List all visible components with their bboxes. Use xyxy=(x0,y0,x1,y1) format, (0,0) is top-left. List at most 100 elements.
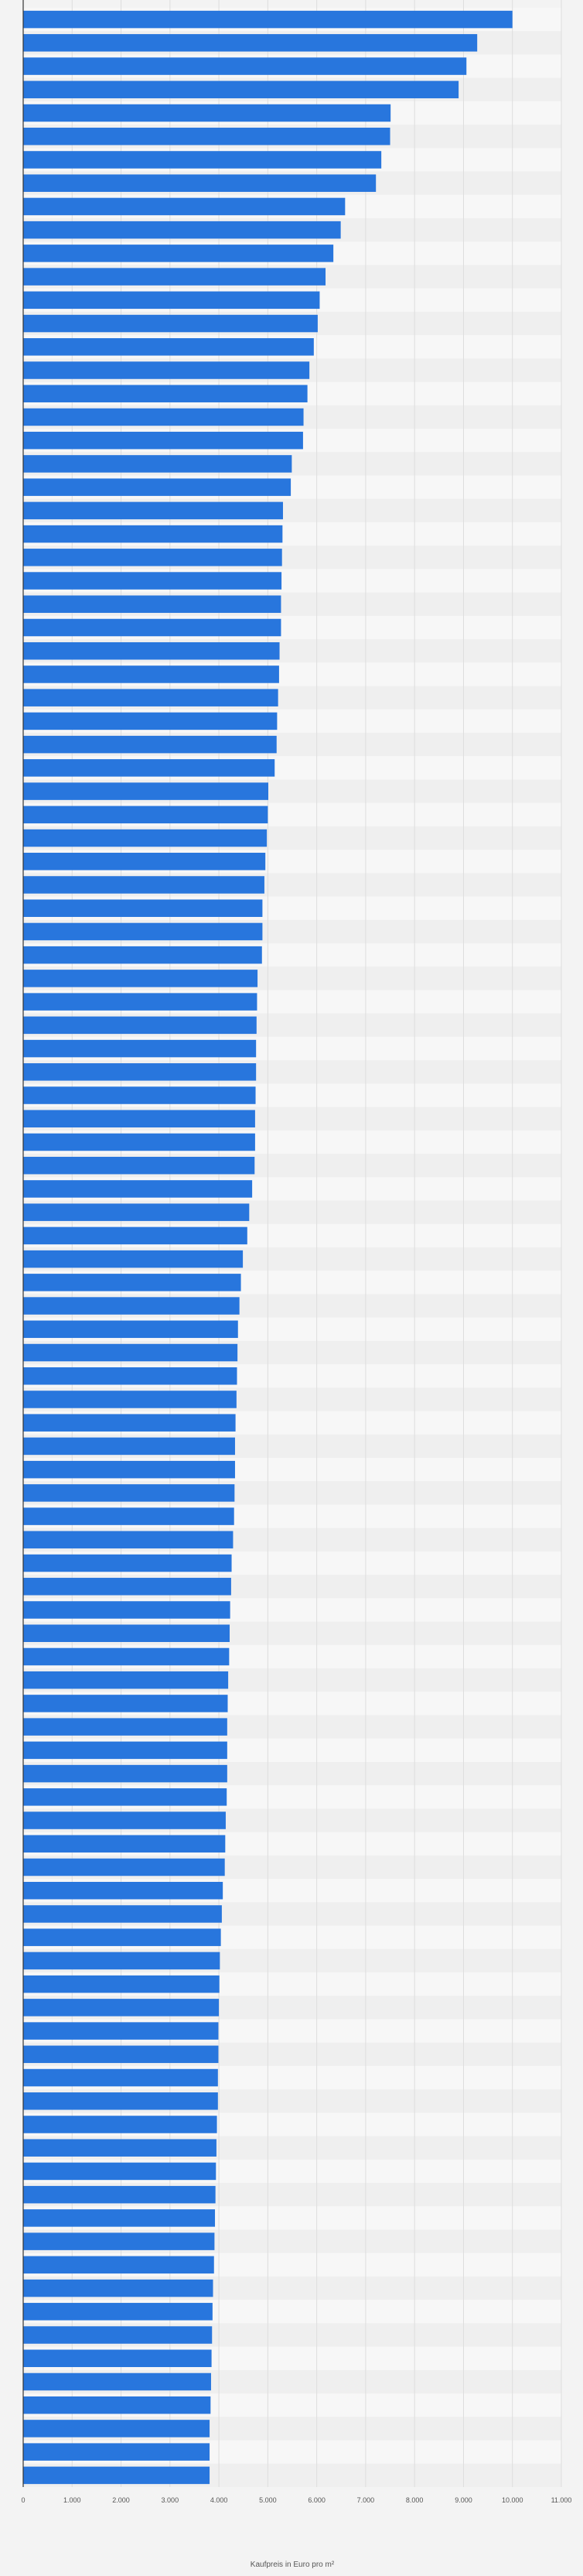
bar[interactable] xyxy=(23,2303,213,2321)
bar[interactable] xyxy=(23,1274,241,1291)
bar[interactable] xyxy=(23,2045,219,2064)
bar[interactable] xyxy=(23,1881,223,1900)
bar[interactable] xyxy=(23,1156,255,1175)
bar[interactable] xyxy=(23,57,467,75)
bar[interactable] xyxy=(23,1554,232,1572)
bar[interactable] xyxy=(23,1905,222,1923)
bar[interactable] xyxy=(23,1695,228,1712)
bar[interactable] xyxy=(23,735,277,754)
bar[interactable] xyxy=(23,1671,229,1689)
bar[interactable] xyxy=(23,151,382,169)
bar[interactable] xyxy=(23,1647,230,1666)
bar[interactable] xyxy=(23,2162,216,2181)
bar[interactable] xyxy=(23,1063,257,1081)
bar[interactable] xyxy=(23,1297,240,1315)
bar[interactable] xyxy=(23,1718,227,1736)
bar[interactable] xyxy=(23,2443,210,2461)
bar[interactable] xyxy=(23,2326,213,2344)
bar[interactable] xyxy=(23,1039,257,1058)
bar[interactable] xyxy=(23,2349,212,2368)
bar[interactable] xyxy=(23,618,281,637)
bar[interactable] xyxy=(23,689,278,706)
bar[interactable] xyxy=(23,1437,235,1456)
bar[interactable] xyxy=(23,970,258,987)
bar[interactable] xyxy=(23,104,391,122)
bar[interactable] xyxy=(23,525,283,543)
bar[interactable] xyxy=(23,1203,250,1221)
bar[interactable] xyxy=(23,2092,218,2110)
bar[interactable] xyxy=(23,10,513,29)
bar[interactable] xyxy=(23,1741,227,1760)
bar[interactable] xyxy=(23,501,283,520)
bar[interactable] xyxy=(23,2209,216,2227)
bar[interactable] xyxy=(23,922,263,941)
bar[interactable] xyxy=(23,245,334,262)
bar[interactable] xyxy=(23,2420,210,2437)
bar[interactable] xyxy=(23,1343,238,1362)
bar[interactable] xyxy=(23,946,262,964)
bar[interactable] xyxy=(23,1484,235,1502)
bar[interactable] xyxy=(23,1086,256,1104)
bar[interactable] xyxy=(23,34,478,52)
bar[interactable] xyxy=(23,1952,220,1970)
bar[interactable] xyxy=(23,1858,225,1876)
bar[interactable] xyxy=(23,291,320,310)
bar[interactable] xyxy=(23,1180,253,1198)
bar[interactable] xyxy=(23,1928,221,1946)
bar[interactable] xyxy=(23,221,341,239)
bar[interactable] xyxy=(23,127,390,145)
bar[interactable] xyxy=(23,1531,234,1549)
bar[interactable] xyxy=(23,455,292,473)
bar[interactable] xyxy=(23,2256,214,2274)
bar[interactable] xyxy=(23,1016,257,1035)
bar[interactable] xyxy=(23,712,278,730)
bar[interactable] xyxy=(23,1367,237,1385)
bar[interactable] xyxy=(23,1133,255,1151)
bar[interactable] xyxy=(23,2116,217,2133)
bar[interactable] xyxy=(23,361,310,379)
bar[interactable] xyxy=(23,2139,216,2157)
bar[interactable] xyxy=(23,641,280,660)
bar[interactable] xyxy=(23,782,268,800)
bar[interactable] xyxy=(23,876,264,894)
bar[interactable] xyxy=(23,268,326,286)
bar[interactable] xyxy=(23,338,314,356)
bar[interactable] xyxy=(23,385,308,402)
bar[interactable] xyxy=(23,806,268,824)
bar[interactable] xyxy=(23,1320,238,1339)
bar[interactable] xyxy=(23,2068,218,2087)
bar[interactable] xyxy=(23,1460,235,1479)
bar[interactable] xyxy=(23,1835,226,1853)
bar[interactable] xyxy=(23,572,282,590)
bar[interactable] xyxy=(23,1507,234,1525)
bar[interactable] xyxy=(23,829,268,847)
bar[interactable] xyxy=(23,174,377,192)
bar[interactable] xyxy=(23,2396,211,2414)
bar[interactable] xyxy=(23,2022,219,2040)
bar[interactable] xyxy=(23,408,304,426)
bar[interactable] xyxy=(23,80,459,99)
bar[interactable] xyxy=(23,478,292,496)
bar[interactable] xyxy=(23,549,282,566)
bar[interactable] xyxy=(23,899,263,917)
bar[interactable] xyxy=(23,1578,231,1596)
bar[interactable] xyxy=(23,1764,227,1783)
bar[interactable] xyxy=(23,1975,220,1993)
bar[interactable] xyxy=(23,1601,230,1619)
bar[interactable] xyxy=(23,1250,244,1268)
bar[interactable] xyxy=(23,1226,247,1245)
bar[interactable] xyxy=(23,1999,220,2017)
bar[interactable] xyxy=(23,314,318,333)
bar[interactable] xyxy=(23,665,279,683)
bar[interactable] xyxy=(23,1391,237,1408)
bar[interactable] xyxy=(23,2232,215,2250)
bar[interactable] xyxy=(23,2185,216,2204)
bar[interactable] xyxy=(23,1110,255,1128)
bar[interactable] xyxy=(23,595,281,614)
bar[interactable] xyxy=(23,2466,210,2485)
bar[interactable] xyxy=(23,2372,211,2391)
bar[interactable] xyxy=(23,853,266,871)
bar[interactable] xyxy=(23,1788,227,1806)
bar[interactable] xyxy=(23,431,303,450)
bar[interactable] xyxy=(23,759,275,777)
